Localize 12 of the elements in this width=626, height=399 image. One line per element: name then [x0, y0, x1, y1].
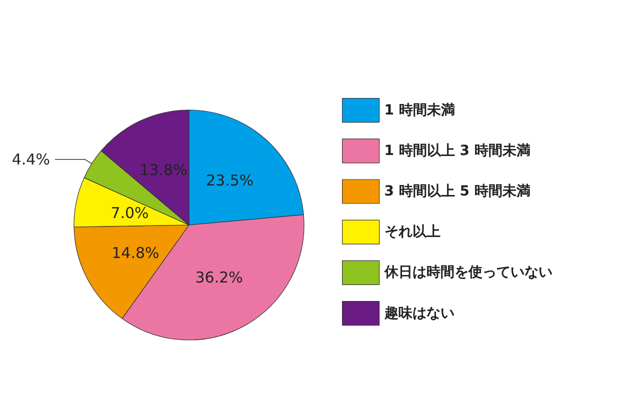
data-label: 4.4%	[12, 150, 50, 168]
data-label: 14.8%	[112, 244, 160, 262]
data-label: 23.5%	[206, 171, 254, 190]
legend-label: 休日は時間を使っていない	[383, 264, 552, 281]
legend-label: それ以上	[384, 224, 440, 240]
legend-label: 1 時間以上 3 時間未満	[384, 142, 530, 159]
legend-label: 3 時間以上 5 時間未満	[384, 184, 530, 200]
legend-label: 1 時間未満	[384, 102, 455, 118]
legend-label: 趣味はない	[383, 305, 454, 322]
data-label: 13.8%	[140, 161, 188, 180]
data-label: 7.0%	[110, 204, 149, 222]
data-label: 36.2%	[195, 268, 243, 287]
